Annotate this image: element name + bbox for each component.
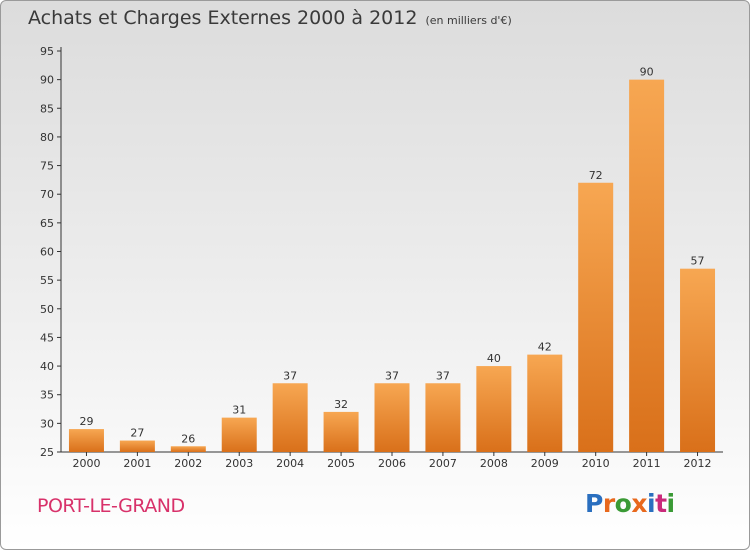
x-tick-label: 2011 [633, 457, 661, 470]
chart-subtitle: (en milliers d'€) [425, 14, 512, 27]
bar-2002 [170, 446, 206, 452]
logo-letter: o [614, 489, 632, 518]
y-tick-label: 65 [40, 217, 54, 230]
y-tick-label: 45 [40, 331, 54, 344]
title-text: Achats et Charges Externes 2000 à 2012 [28, 7, 418, 29]
bar-2005 [323, 411, 359, 452]
x-tick-label: 2000 [72, 457, 100, 470]
logo-letter: x [631, 489, 647, 518]
bar-value-label: 29 [79, 415, 93, 428]
x-tick-label: 2009 [531, 457, 559, 470]
bar-2008 [476, 366, 512, 452]
bar-value-label: 37 [436, 369, 450, 382]
x-tick-label: 2004 [276, 457, 304, 470]
y-tick-label: 90 [40, 74, 54, 87]
x-tick-label: 2005 [327, 457, 355, 470]
bar-value-label: 72 [589, 169, 603, 182]
y-tick-label: 50 [40, 303, 54, 316]
bar-value-label: 90 [640, 66, 654, 79]
bar-value-label: 37 [283, 369, 297, 382]
y-tick-label: 95 [40, 45, 54, 58]
proxiti-logo: Proxiti [585, 489, 675, 518]
bar-value-label: 57 [691, 255, 705, 268]
bar-value-label: 40 [487, 352, 501, 365]
bar-2000 [68, 429, 104, 452]
y-tick-label: 55 [40, 274, 54, 287]
location-name: PORT-LE-GRAND [37, 495, 185, 517]
x-tick-label: 2001 [123, 457, 151, 470]
y-tick-label: 40 [40, 360, 54, 373]
y-tick-label: 25 [40, 446, 54, 459]
bar-value-label: 31 [232, 404, 246, 417]
x-tick-label: 2002 [174, 457, 202, 470]
y-tick-label: 75 [40, 160, 54, 173]
chart-title: Achats et Charges Externes 2000 à 2012 (e… [28, 7, 512, 29]
bar-2004 [272, 383, 308, 452]
bar-2012 [680, 268, 716, 452]
y-tick-label: 35 [40, 389, 54, 402]
bar-value-label: 32 [334, 398, 348, 411]
x-tick-label: 2012 [684, 457, 712, 470]
bar-value-label: 27 [130, 427, 144, 440]
bar-2003 [221, 417, 257, 452]
logo-letter: t [655, 489, 667, 518]
x-tick-label: 2010 [582, 457, 610, 470]
y-tick-label: 80 [40, 131, 54, 144]
x-tick-label: 2003 [225, 457, 253, 470]
bar-2006 [374, 383, 410, 452]
logo-letter: r [602, 489, 615, 518]
bar-2011 [629, 79, 665, 453]
bar-value-label: 37 [385, 369, 399, 382]
bar-value-label: 26 [181, 432, 195, 445]
bar-2010 [578, 182, 614, 452]
bar-2001 [119, 440, 155, 452]
y-tick-label: 85 [40, 102, 54, 115]
logo-letter: P [585, 489, 603, 518]
logo-letter: i [647, 489, 656, 518]
y-tick-label: 70 [40, 188, 54, 201]
bar-2007 [425, 383, 461, 452]
logo-letter: i [666, 489, 676, 518]
bar-value-label: 42 [538, 341, 552, 354]
x-tick-label: 2006 [378, 457, 406, 470]
x-tick-label: 2007 [429, 457, 457, 470]
y-tick-label: 30 [40, 417, 54, 430]
bar-2009 [527, 354, 563, 452]
y-tick-label: 60 [40, 246, 54, 259]
x-tick-label: 2008 [480, 457, 508, 470]
